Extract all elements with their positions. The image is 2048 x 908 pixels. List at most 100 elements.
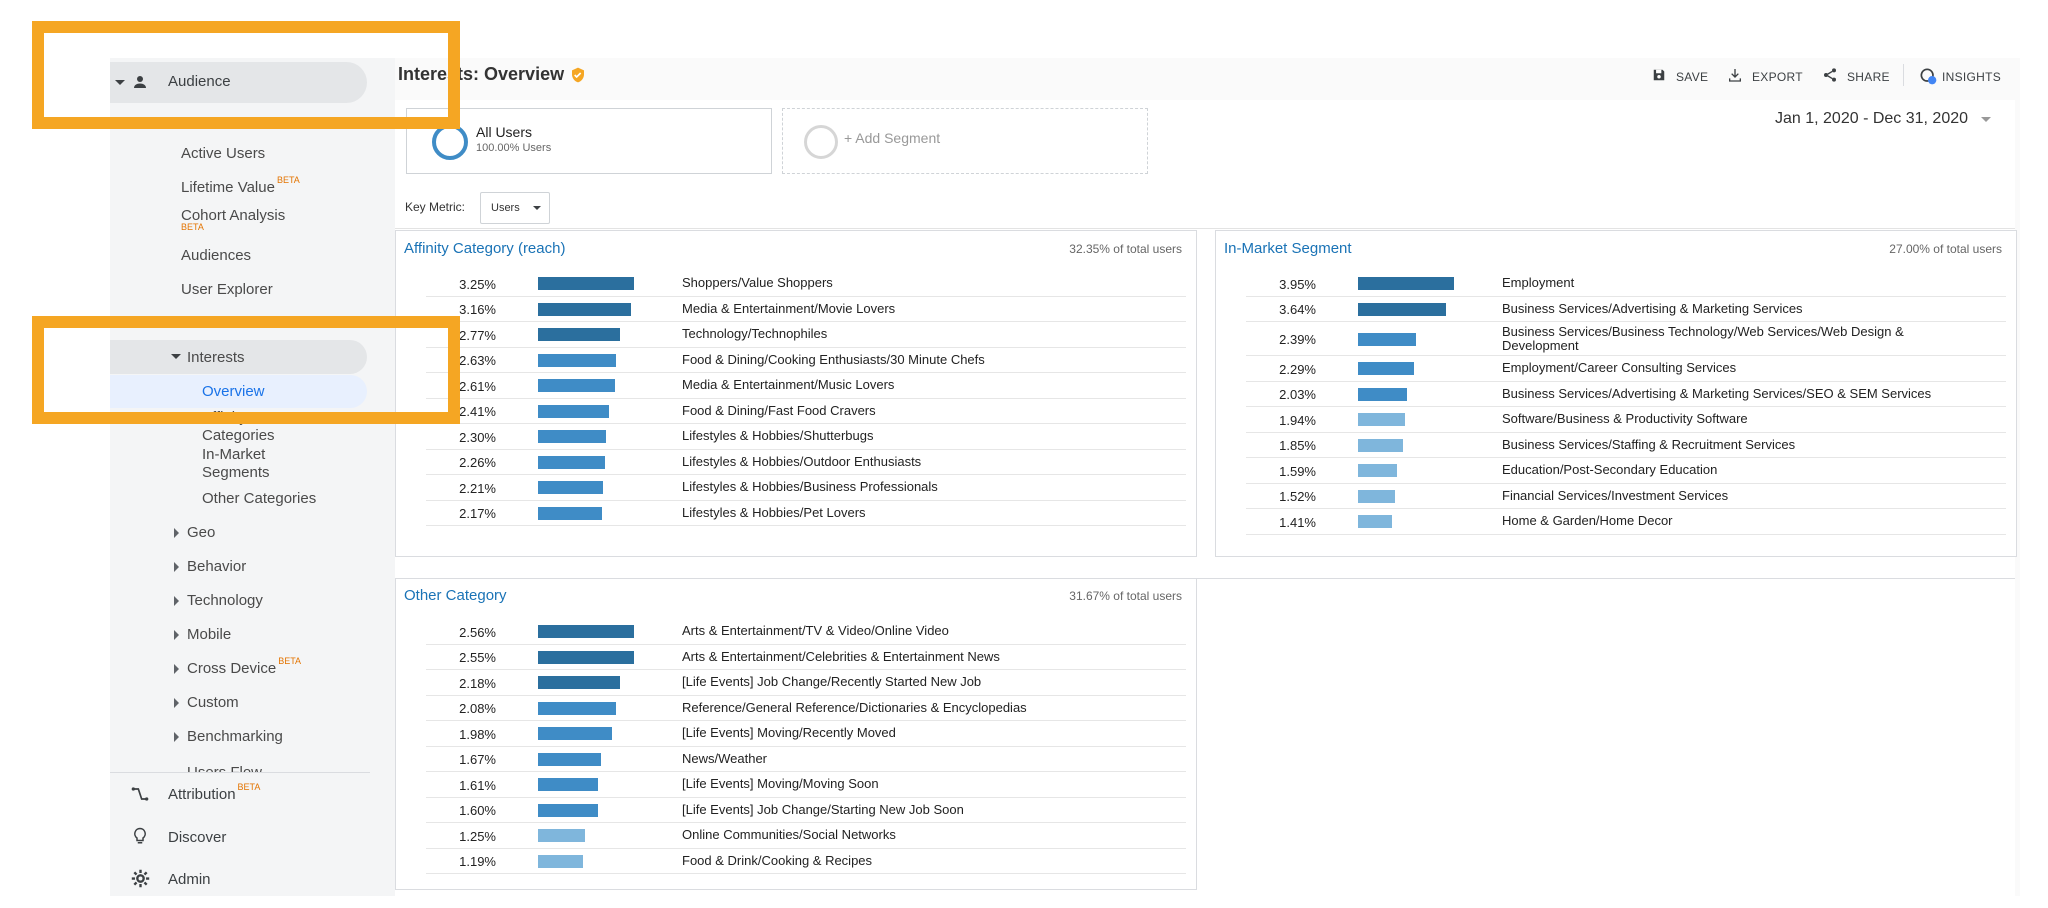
row-category-link[interactable]: [Life Events] Job Change/Starting New Jo… [682,801,964,817]
sidebar-item-lifetime-value[interactable]: Lifetime Value BETA [181,175,300,196]
row-category-link[interactable]: Food & Dining/Fast Food Cravers [682,402,876,418]
row-bar [538,455,605,469]
row-category-link[interactable]: Lifestyles & Hobbies/Business Profession… [682,479,938,494]
sidebar-item-attribution[interactable]: Attribution BETA [168,782,260,803]
row-category-link[interactable]: Food & Dining/Cooking Enthusiasts/30 Min… [682,351,985,367]
table-row: 1.85% Business Services/Staffing & Recrui… [1246,433,2006,458]
row-category-link[interactable]: Media & Entertainment/Music Lovers [682,377,895,392]
row-bar [538,701,616,715]
row-category-link[interactable]: Education/Post-Secondary Education [1502,462,1718,477]
row-bar [1358,302,1446,316]
row-category-link[interactable]: Employment/Career Consulting Services [1502,360,1737,375]
lightbulb-icon [134,827,146,844]
row-bar [1358,387,1407,401]
row-category-link[interactable]: Reference/General Reference/Dictionaries… [682,699,1027,715]
sidebar-item-benchmarking[interactable]: Benchmarking [187,728,283,745]
other-panel-title[interactable]: Other Category [404,587,507,604]
share-button[interactable]: SHARE [1847,70,1890,84]
add-segment-button[interactable] [782,108,1148,174]
row-category-link[interactable]: [Life Events] Moving/Moving Soon [682,776,879,791]
other-total-note: 31.67% of total users [1069,589,1182,603]
export-button[interactable]: EXPORT [1752,70,1803,84]
row-percentage: 2.77% [459,327,496,343]
row-bar [538,481,603,495]
table-row: 3.95% Employment [1246,271,2006,297]
sidebar-item-cross-device[interactable]: Cross Device BETA [187,656,301,677]
save-button[interactable]: SAVE [1676,70,1709,84]
attribution-icon [131,787,149,801]
in-market-segment-panel: In-Market Segment 27.00% of total users … [1215,230,2017,557]
affinity-panel-title[interactable]: Affinity Category (reach) [404,240,566,257]
row-category-link[interactable]: Software/Business & Productivity Softwar… [1502,411,1748,426]
row-category-link[interactable]: Lifestyles & Hobbies/Pet Lovers [682,504,866,520]
insights-button[interactable]: INSIGHTS [1942,70,2002,84]
row-category-link[interactable]: Business Services/Staffing & Recruitment… [1502,436,1796,452]
chevron-down-icon [1981,117,1991,122]
highlight-box [32,316,460,424]
inmarket-panel-title[interactable]: In-Market Segment [1224,240,1352,257]
row-category-link[interactable]: Technology/Technophiles [682,326,828,341]
row-category-link[interactable]: [Life Events] Job Change/Recently Starte… [682,674,982,689]
sidebar [110,58,395,896]
row-bar [538,328,620,342]
key-metric-select[interactable]: Users [480,192,550,224]
share-icon [1824,68,1836,82]
sidebar-item-overview[interactable] [110,375,367,408]
row-category-link[interactable]: Food & Drink/Cooking & Recipes [682,852,873,868]
row-category-link[interactable]: Lifestyles & Hobbies/Shutterbugs [682,428,874,443]
sidebar-label-interests: Interests [187,349,245,366]
row-bar [1358,362,1414,376]
row-bar [538,302,631,316]
row-bar [538,676,620,690]
table-row: 1.52% Financial Services/Investment Servi… [1246,484,2006,509]
row-category-link[interactable]: [Life Events] Moving/Recently Moved [682,725,896,740]
sidebar-item-audience[interactable] [110,62,367,103]
row-category-link[interactable]: Online Communities/Social Networks [682,827,896,842]
row-percentage: 3.25% [459,276,496,292]
table-row: 2.26% Lifestyles & Hobbies/Outdoor Enthus… [426,450,1186,475]
sidebar-item-cohort-analysis[interactable]: Cohort Analysis [181,207,286,224]
sidebar-item-behavior[interactable]: Behavior [187,558,247,575]
row-category-link[interactable]: Financial Services/Investment Services [1502,487,1729,503]
row-percentage: 2.26% [459,455,496,471]
sidebar-item-custom[interactable]: Custom [187,694,239,711]
row-category-link[interactable]: Arts & Entertainment/TV & Video/Online V… [682,623,949,638]
export-icon [1729,69,1741,82]
sidebar-item-discover[interactable]: Discover [168,829,227,846]
segment-percentage: 100.00% Users [476,142,552,154]
sidebar-item-in-market-segments[interactable]: In-Market Segments [202,446,270,481]
row-category-link[interactable]: Business Services/Advertising & Marketin… [1502,385,1932,401]
row-category-link[interactable]: Media & Entertainment/Movie Lovers [682,300,896,316]
chevron-down-icon [533,206,541,210]
row-category-link[interactable]: Lifestyles & Hobbies/Outdoor Enthusiasts [682,453,922,469]
sidebar-item-mobile[interactable]: Mobile [187,626,232,643]
row-percentage: 1.94% [1279,412,1316,428]
table-row: 3.25% Shoppers/Value Shoppers [426,271,1186,297]
row-category-link[interactable]: Home & Garden/Home Decor [1502,513,1673,528]
row-percentage: 2.41% [459,404,496,420]
verified-shield-icon [572,67,584,83]
row-category-link[interactable]: News/Weather [682,750,768,766]
row-category-link[interactable]: Shoppers/Value Shoppers [682,275,833,290]
row-category-link[interactable]: Employment [1502,275,1575,290]
row-bar [538,650,634,664]
table-row: 1.98% [Life Events] Moving/Recently Moved [426,721,1186,747]
row-bar [1358,277,1454,291]
sidebar-item-audiences[interactable]: Audiences [181,247,252,264]
row-percentage: 2.55% [459,650,496,666]
date-range-picker[interactable]: Jan 1, 2020 - Dec 31, 2020 [1775,110,1969,127]
sidebar-item-technology[interactable]: Technology [187,592,263,609]
row-category-link[interactable]: Business Services/Business Technology/We… [1502,324,1904,353]
row-bar [1358,464,1397,478]
sidebar-item-admin[interactable]: Admin [168,871,211,888]
row-percentage: 2.18% [459,675,496,691]
sidebar-item-users-flow[interactable]: Users Flow [187,764,307,772]
row-category-link[interactable]: Business Services/Advertising & Marketin… [1502,300,1803,316]
row-category-link[interactable]: Arts & Entertainment/Celebrities & Enter… [682,648,1000,664]
sidebar-item-other-categories[interactable]: Other Categories [202,490,317,507]
sidebar-item-active-users[interactable]: Active Users [181,145,266,162]
row-percentage: 2.63% [459,353,496,369]
sidebar-item-geo[interactable]: Geo [187,524,216,541]
sidebar-item-interests[interactable] [110,340,367,374]
sidebar-item-user-explorer[interactable]: User Explorer [181,281,273,298]
